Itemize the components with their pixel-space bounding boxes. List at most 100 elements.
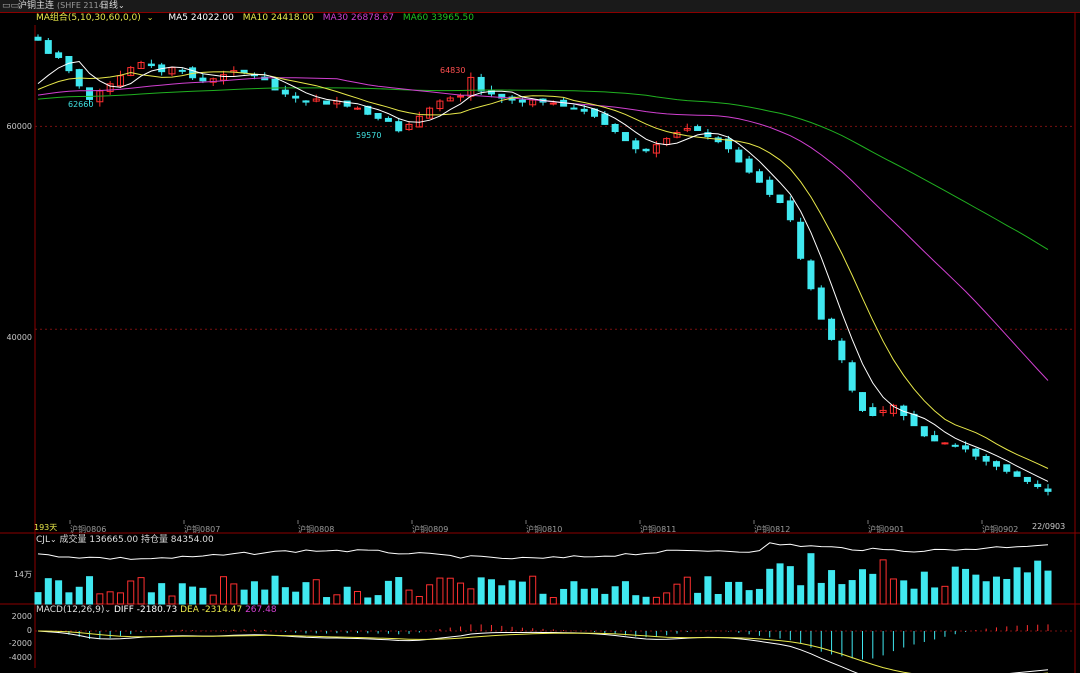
candle-body	[271, 78, 279, 91]
candle-body	[570, 107, 578, 110]
volume-bar	[96, 593, 104, 605]
ma5-line	[37, 60, 1049, 482]
volume-bar	[900, 580, 908, 605]
candle-body	[1023, 476, 1031, 482]
volume-bar	[1023, 572, 1031, 605]
volume-bar	[292, 591, 300, 605]
volume-bar	[75, 586, 83, 605]
ma60-label: MA60 33965.50	[402, 13, 475, 23]
candle-body	[199, 77, 207, 82]
period-selector[interactable]: 日线⌄	[100, 0, 125, 12]
grid-icon[interactable]: ▭▭	[2, 1, 20, 11]
volume-bar	[178, 583, 186, 605]
macd-title: MACD(12,26,9)	[36, 605, 105, 615]
candle-body	[725, 138, 733, 150]
candle-body	[735, 149, 743, 163]
volume-bar	[487, 579, 495, 605]
volume-bar	[405, 589, 413, 605]
volume-bar	[240, 589, 248, 605]
macd-indicator-selector[interactable]: MACD(12,26,9)⌄	[36, 605, 111, 615]
volume-bar	[137, 577, 145, 605]
volume-bar	[992, 576, 1000, 605]
volume-bar	[116, 592, 124, 605]
candle-body	[931, 435, 939, 442]
candle-body	[642, 148, 650, 152]
volume-bar	[951, 566, 959, 605]
y-tick-label: 60000	[6, 122, 32, 131]
volume-bar	[189, 586, 197, 605]
volume-bar	[611, 586, 619, 605]
macd-dea-line	[37, 630, 1048, 673]
open-interest-line	[37, 542, 1049, 560]
volume-bar	[663, 592, 671, 605]
candle-body	[962, 445, 970, 450]
volume-indicator-selector[interactable]: CJL⌄	[36, 535, 57, 545]
volume-bar	[106, 591, 114, 605]
volume-bar	[848, 580, 856, 605]
volume-bar	[65, 592, 73, 605]
volume-bar	[86, 576, 94, 605]
candle-body	[838, 340, 846, 361]
volume-bar	[467, 588, 475, 605]
candle-body	[869, 407, 877, 417]
volume-bar	[55, 580, 63, 605]
macd-axis-label: -2000	[8, 639, 32, 648]
volume-bar	[1003, 578, 1011, 605]
candle-body	[353, 107, 361, 110]
candle-body	[220, 74, 228, 81]
macd-axis-label: 2000	[11, 612, 32, 621]
candle-body	[797, 221, 805, 259]
y-tick-label: 40000	[6, 333, 32, 342]
candle-body	[518, 99, 526, 103]
volume-bar	[415, 595, 423, 605]
volume-bar	[230, 583, 238, 605]
candle-body	[209, 78, 217, 83]
candle-body	[652, 144, 660, 154]
candle-body	[106, 83, 114, 92]
volume-bar	[673, 583, 681, 605]
candle-body	[683, 127, 691, 131]
x-tick-label: 沪铜0810	[526, 525, 563, 534]
volume-bar	[869, 573, 877, 605]
x-tick-label: 沪铜0807	[184, 525, 221, 534]
macd-value: 267.48	[245, 605, 277, 615]
x-tick-label: 沪铜0811	[640, 525, 677, 534]
candle-body	[632, 140, 640, 150]
symbol-title: 沪铜主连	[18, 1, 55, 11]
candle-body	[405, 123, 413, 130]
volume-bar	[982, 581, 990, 605]
candle-body	[44, 40, 52, 54]
ma30-line	[37, 77, 1049, 381]
x-tick-label: 沪铜0808	[298, 525, 335, 534]
volume-bar	[457, 582, 465, 605]
volume-bar	[384, 580, 392, 605]
volume-bar	[1034, 560, 1042, 605]
ma-group-selector[interactable]: MA组合(5,10,30,60,0,0) ⌄	[36, 13, 160, 23]
candle-body	[982, 455, 990, 462]
volume-bar	[652, 596, 660, 605]
volume-bar	[209, 594, 217, 605]
candle-body	[879, 409, 887, 413]
candle-body	[910, 413, 918, 427]
x-tick-label: 沪铜0901	[868, 525, 905, 534]
candle-body	[807, 260, 815, 290]
volume-bar	[858, 569, 866, 605]
low-annotation: 59570	[356, 131, 382, 140]
volume-bar	[549, 597, 557, 605]
candle-body	[446, 97, 454, 102]
volume-bar	[560, 588, 568, 605]
volume-bar	[323, 597, 331, 605]
candle-body	[817, 287, 825, 320]
candle-body	[168, 67, 176, 75]
candle-body	[786, 200, 794, 221]
ma-legend: MA组合(5,10,30,60,0,0) ⌄ MA5 24022.00 MA10 …	[36, 12, 480, 24]
candle-body	[549, 102, 557, 105]
volume-bar	[333, 594, 341, 605]
candle-body	[281, 89, 289, 95]
ma10-line	[37, 71, 1049, 469]
volume-bar	[714, 593, 722, 605]
volume-bar	[920, 571, 928, 605]
macd-dea: DEA -2314.47	[180, 605, 243, 615]
candle-body	[704, 132, 712, 138]
